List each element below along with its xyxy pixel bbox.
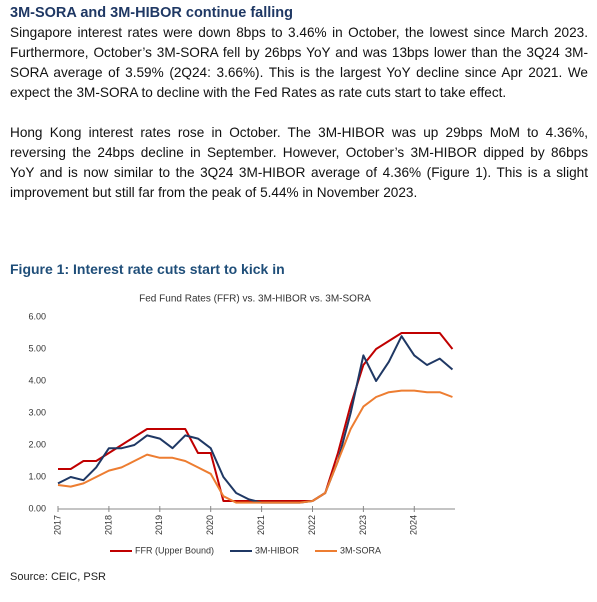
paragraph: Hong Kong interest rates rose in October… xyxy=(10,125,588,200)
chart-title: Fed Fund Rates (FFR) vs. 3M-HIBOR vs. 3M… xyxy=(139,294,371,305)
y-tick-label: 0.00 xyxy=(28,503,46,513)
source: Source: CEIC, PSR xyxy=(10,571,106,583)
x-tick-label: 2019 xyxy=(154,515,164,535)
x-tick-label: 2021 xyxy=(256,515,266,535)
series-line xyxy=(57,389,453,504)
y-tick-label: 1.00 xyxy=(28,471,46,481)
legend-label: 3M-HIBOR xyxy=(255,545,300,555)
chart: Fed Fund Rates (FFR) vs. 3M-HIBOR vs. 3M… xyxy=(28,294,455,555)
heading: 3M-SORA and 3M-HIBOR continue falling xyxy=(10,5,294,21)
x-tick-label: 2020 xyxy=(205,515,215,535)
y-tick-label: 6.00 xyxy=(28,311,46,321)
x-tick-label: 2018 xyxy=(103,515,113,535)
x-tick-label: 2017 xyxy=(52,515,62,535)
document: 3M-SORA and 3M-HIBOR continue falling Si… xyxy=(10,4,588,223)
y-tick-label: 2.00 xyxy=(28,439,46,449)
paragraph: Singapore interest rates were down 8bps … xyxy=(10,25,588,100)
x-tick-label: 2023 xyxy=(358,515,368,535)
y-tick-label: 5.00 xyxy=(28,343,46,353)
series-line xyxy=(57,335,454,504)
series-line xyxy=(58,332,454,502)
y-tick-label: 3.00 xyxy=(28,407,46,417)
legend-label: 3M-SORA xyxy=(340,545,381,555)
figure-title: Figure 1: Interest rate cuts start to ki… xyxy=(10,261,285,277)
x-tick-label: 2022 xyxy=(307,515,317,535)
y-tick-label: 4.00 xyxy=(28,375,46,385)
legend-label: FFR (Upper Bound) xyxy=(135,545,214,555)
x-tick-label: 2024 xyxy=(409,515,419,535)
